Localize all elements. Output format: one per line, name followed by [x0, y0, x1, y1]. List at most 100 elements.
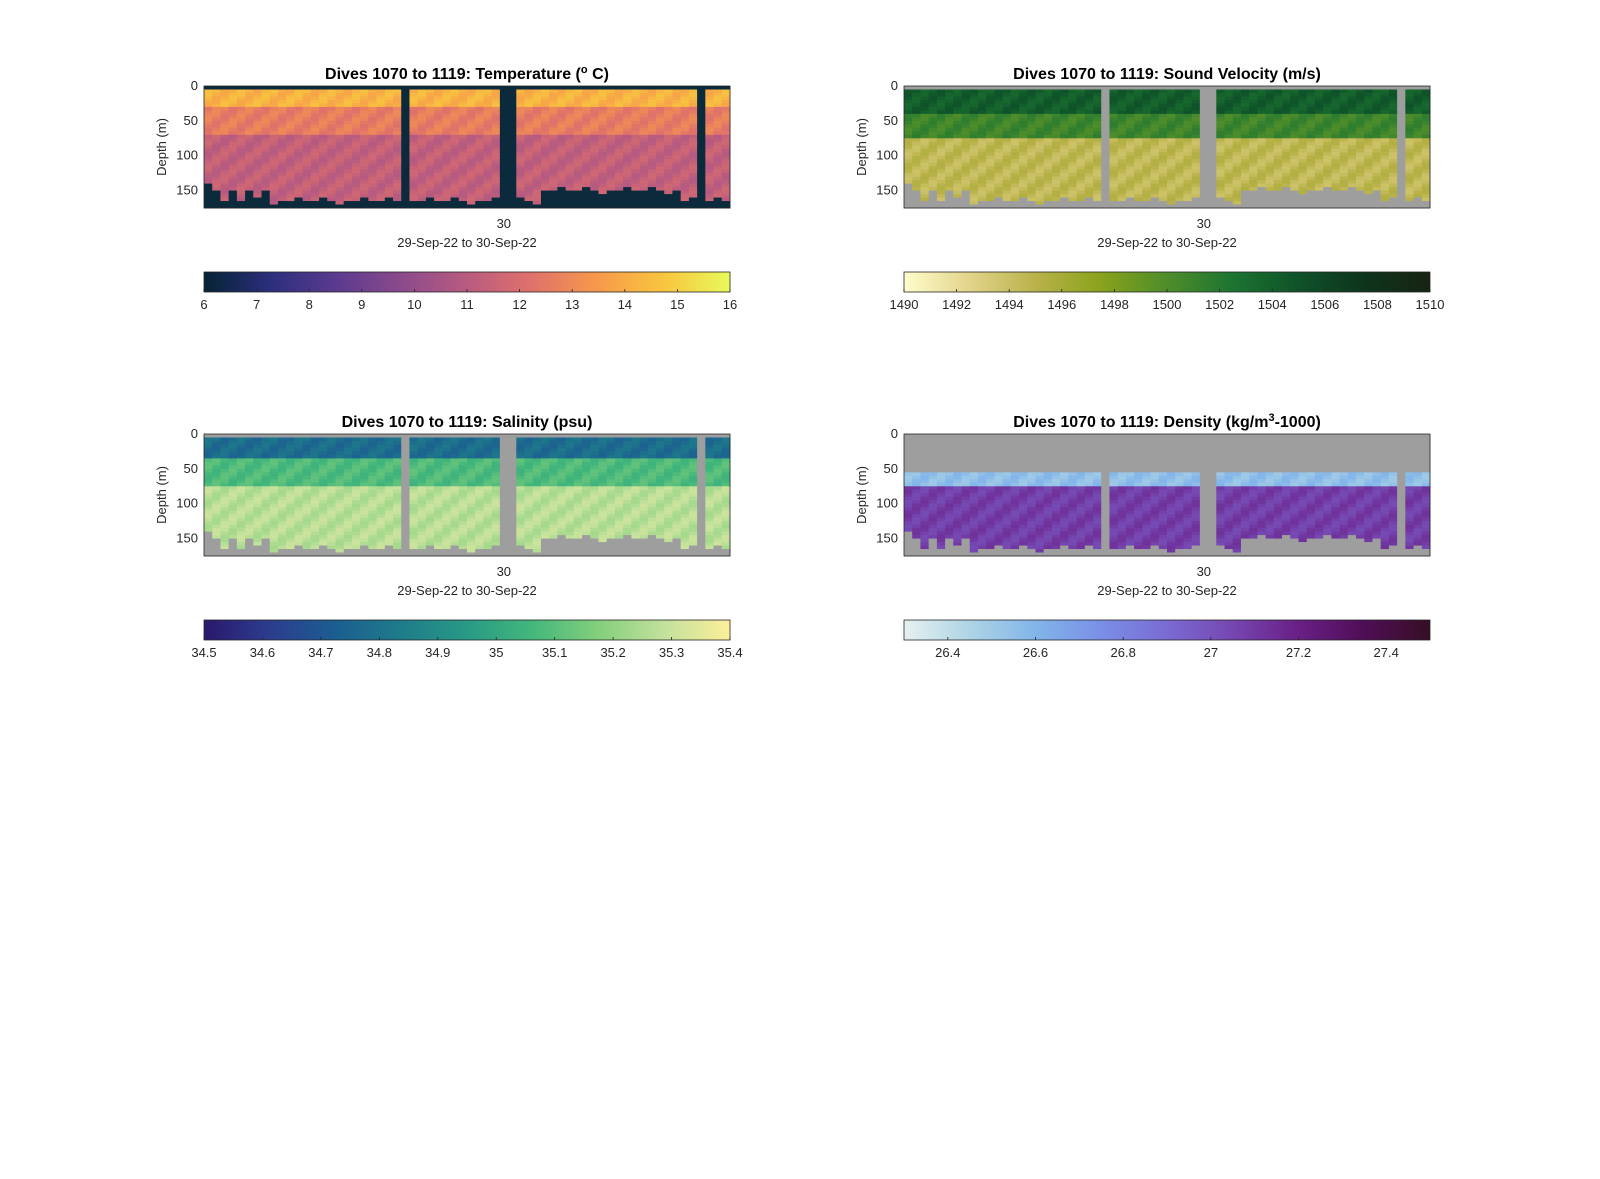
- heatmap-cell: [969, 187, 979, 191]
- heatmap-cell: [1101, 89, 1110, 94]
- heatmap-cell: [220, 486, 230, 491]
- heatmap-cell: [1051, 148, 1061, 153]
- heatmap-cell: [294, 514, 304, 519]
- heatmap-cell: [713, 92, 723, 97]
- heatmap-cell: [1265, 155, 1275, 160]
- heatmap-cell: [434, 127, 443, 132]
- heatmap-cell: [1019, 96, 1028, 101]
- heatmap-cell: [384, 159, 394, 164]
- heatmap-cell: [245, 465, 254, 470]
- heatmap-cell: [1199, 194, 1209, 198]
- heatmap-cell: [1257, 131, 1267, 136]
- heatmap-cell: [1076, 117, 1086, 122]
- heatmap-cell: [467, 145, 476, 150]
- heatmap-cell: [1027, 173, 1036, 178]
- heatmap-cell: [1397, 131, 1406, 136]
- heatmap-cell: [1117, 180, 1127, 184]
- heatmap-cell: [1093, 162, 1102, 167]
- heatmap-cell: [1093, 194, 1102, 198]
- heatmap-cell: [425, 89, 435, 94]
- heatmap-cell: [1257, 141, 1267, 146]
- heatmap-cell: [269, 113, 279, 118]
- heatmap-cell: [1388, 176, 1398, 181]
- heatmap-cell: [961, 86, 971, 90]
- heatmap-cell: [236, 145, 246, 150]
- heatmap-cell: [236, 134, 246, 139]
- heatmap-cell: [277, 503, 287, 508]
- heatmap-cell: [1282, 110, 1291, 115]
- heatmap-cell: [672, 190, 682, 195]
- heatmap-cell: [269, 500, 279, 505]
- heatmap-cell: [1298, 103, 1308, 108]
- heatmap-cell: [220, 535, 230, 539]
- heatmap-cell: [401, 166, 410, 171]
- heatmap-cell: [1002, 92, 1012, 97]
- heatmap-cell: [1413, 194, 1423, 198]
- heatmap-cell: [540, 183, 550, 188]
- heatmap-cell: [912, 155, 921, 160]
- heatmap-cell: [1208, 131, 1217, 136]
- heatmap-cell: [1364, 131, 1373, 136]
- heatmap-cell: [1331, 183, 1340, 188]
- heatmap-cell: [614, 204, 624, 209]
- heatmap-cell: [977, 145, 987, 150]
- heatmap-cell: [986, 134, 995, 139]
- heatmap-cell: [1388, 145, 1398, 150]
- heatmap-cell: [212, 152, 221, 157]
- heatmap-cell: [450, 162, 460, 167]
- heatmap-cell: [1323, 96, 1332, 101]
- heatmap-cell: [1421, 152, 1431, 157]
- heatmap-cell: [904, 141, 913, 146]
- heatmap-cell: [1405, 86, 1414, 90]
- heatmap-cell: [713, 169, 723, 174]
- heatmap-cell: [713, 155, 723, 160]
- heatmap-cell: [672, 127, 682, 132]
- heatmap-cell: [302, 148, 312, 153]
- heatmap-cell: [236, 127, 246, 132]
- heatmap-cell: [261, 92, 271, 97]
- heatmap-cell: [204, 437, 213, 442]
- heatmap-cell: [1109, 127, 1119, 132]
- heatmap-cell: [994, 141, 1004, 146]
- heatmap-cell: [294, 440, 304, 445]
- heatmap-cell: [1010, 89, 1020, 94]
- heatmap-cell: [1208, 110, 1217, 115]
- heatmap-cell: [565, 152, 575, 157]
- heatmap-cell: [1068, 92, 1077, 97]
- heatmap-cell: [1413, 120, 1423, 125]
- heatmap-cell: [1125, 124, 1135, 129]
- heatmap-cell: [680, 110, 690, 115]
- heatmap-cell: [434, 166, 443, 171]
- heatmap-cell: [1183, 89, 1193, 94]
- heatmap-cell: [458, 204, 468, 209]
- heatmap-cell: [986, 190, 995, 195]
- heatmap-cell: [961, 197, 971, 202]
- heatmap-cell: [953, 166, 962, 171]
- heatmap-cell: [1109, 194, 1119, 198]
- heatmap-cell: [1199, 173, 1209, 178]
- heatmap-cell: [1397, 148, 1406, 153]
- heatmap-cell: [417, 141, 427, 146]
- heatmap-cell: [286, 86, 295, 90]
- heatmap-cell: [664, 96, 673, 101]
- heatmap-cell: [549, 197, 558, 202]
- heatmap-cell: [1158, 99, 1168, 104]
- heatmap-cell: [582, 155, 591, 160]
- heatmap-cell: [220, 86, 230, 90]
- heatmap-cell: [1224, 190, 1234, 195]
- heatmap-cell: [310, 145, 320, 150]
- heatmap-cell: [524, 155, 534, 160]
- heatmap-cell: [236, 524, 246, 529]
- heatmap-cell: [393, 148, 402, 153]
- heatmap-cell: [1101, 152, 1110, 157]
- heatmap-cell: [1027, 92, 1036, 97]
- heatmap-cell: [1002, 89, 1012, 94]
- heatmap-cell: [269, 131, 279, 136]
- heatmap-cell: [1364, 176, 1373, 181]
- heatmap-cell: [977, 113, 987, 118]
- heatmap-cell: [245, 190, 254, 195]
- heatmap-cell: [1051, 162, 1061, 167]
- heatmap-cell: [277, 124, 287, 129]
- heatmap-cell: [573, 134, 583, 139]
- heatmap-cell: [582, 166, 591, 171]
